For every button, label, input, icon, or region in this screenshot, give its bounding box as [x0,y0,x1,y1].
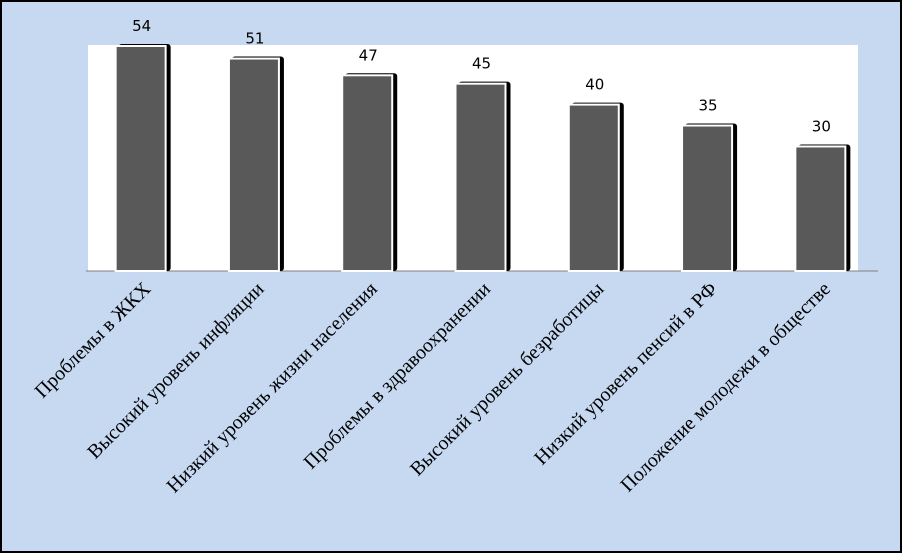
value-label: 35 [699,97,718,115]
bar [794,145,847,272]
bar [114,45,167,272]
value-label: 45 [472,55,491,73]
value-label: 51 [245,30,264,48]
bar [227,57,280,272]
value-label: 54 [132,17,151,35]
value-label: 47 [359,46,378,64]
bar [567,103,620,272]
value-label: 30 [812,117,831,135]
value-label: 40 [585,76,604,94]
bar [454,82,507,272]
bar [341,74,394,272]
bar [681,124,734,272]
